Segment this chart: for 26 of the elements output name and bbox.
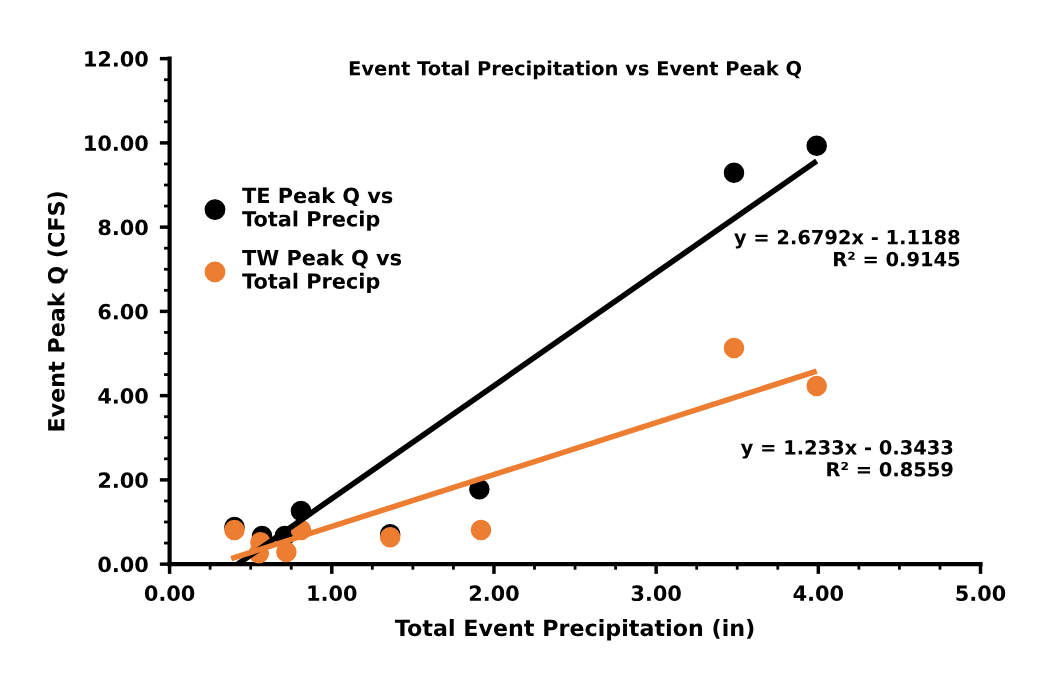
y-tick-label: 4.00	[98, 388, 148, 404]
y-tick-label: 10.00	[85, 135, 148, 152]
y-tick-label: 12.00	[85, 51, 148, 67]
annotation: y = 1.233x - 0.3433 R² = 0.8559	[740, 439, 953, 477]
point	[723, 162, 745, 184]
x-tick-label: 1.00	[308, 585, 357, 602]
x-tick-label: 3.00	[631, 585, 681, 602]
point	[276, 541, 297, 563]
annotation: y = 2.6792x - 1.1188 R² = 0.9145	[734, 229, 960, 267]
x-tick-label: 2.00	[469, 585, 519, 602]
point	[470, 519, 492, 541]
x-tick-label: 4.00	[793, 585, 844, 602]
y-tick-label: 6.00	[98, 303, 148, 320]
point	[806, 135, 827, 157]
x-tick-label: 0.00	[144, 585, 195, 602]
y-tick-label: 0.00	[98, 556, 148, 573]
y-tick-label: 2.00	[99, 472, 148, 489]
legend-label: TW Peak Q vs Total Precip	[242, 249, 402, 293]
legend-label: TE Peak Q vs Total Precip	[242, 187, 393, 231]
point	[723, 337, 745, 359]
point	[806, 375, 827, 397]
x-tick-label: 5.00	[956, 585, 1006, 602]
chart-title: Event Total Precipitation vs Event Peak Q	[349, 60, 802, 80]
x-axis-title: Total Event Precipitation (in)	[394, 619, 754, 641]
y-tick-label: 8.00	[98, 219, 148, 236]
y-axis-title: Event Peak Q (CFS)	[47, 192, 68, 431]
